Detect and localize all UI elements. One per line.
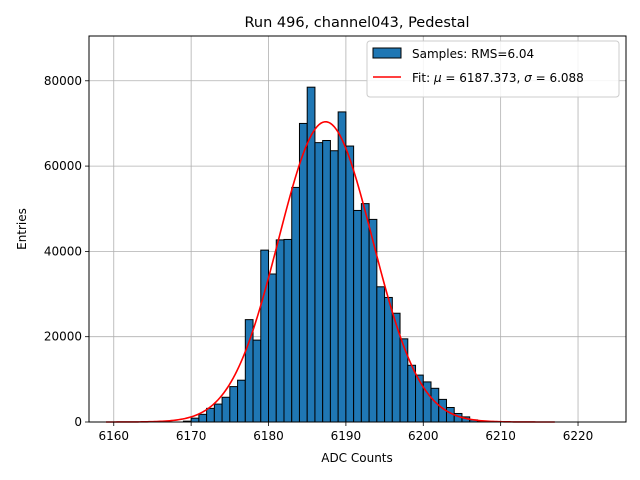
- y-tick-label: 0: [74, 415, 82, 429]
- x-tick-label: 6220: [563, 429, 594, 443]
- histogram-bar: [268, 273, 277, 423]
- y-tick-label: 40000: [44, 244, 82, 258]
- histogram-bar: [407, 364, 417, 423]
- fit-curve: [106, 120, 555, 423]
- histogram-bar: [376, 286, 386, 423]
- legend: Samples: RMS=6.04 Fit: μ = 6187.373, σ =…: [366, 40, 620, 98]
- y-tick-label: 80000: [44, 74, 82, 88]
- histogram-bar: [237, 379, 246, 423]
- x-tick-label: 6180: [253, 429, 284, 443]
- legend-fit-label: Fit: μ = 6187.373, σ = 6.088: [412, 71, 584, 85]
- histogram-bar: [322, 139, 331, 423]
- histogram-bar: [275, 239, 285, 423]
- x-tick-label: 6190: [331, 429, 362, 443]
- histogram-bar: [291, 186, 300, 423]
- histogram-bar: [221, 396, 231, 423]
- histogram-bar: [384, 296, 393, 423]
- plot-frame: [88, 35, 627, 423]
- histogram-bar: [229, 386, 239, 423]
- histogram-bar: [306, 86, 316, 423]
- histogram-bar: [213, 403, 223, 423]
- histogram-bar: [260, 249, 270, 423]
- legend-hist-swatch: [372, 47, 402, 59]
- x-axis-label: ADC Counts: [321, 451, 393, 465]
- x-tick-label: 6210: [485, 429, 516, 443]
- histogram-bar: [314, 142, 324, 423]
- chart-title: Run 496, channel043, Pedestal: [244, 15, 469, 31]
- histogram-bar: [337, 111, 347, 423]
- x-tick-label: 6200: [408, 429, 439, 443]
- legend-hist-label: Samples: RMS=6.04: [412, 47, 534, 61]
- y-tick-label: 60000: [44, 159, 82, 173]
- histogram-bar: [345, 145, 355, 423]
- histogram-bar: [206, 407, 215, 423]
- x-tick-label: 6170: [176, 429, 207, 443]
- histogram-bar: [353, 209, 362, 423]
- legend-box: [366, 40, 620, 98]
- histogram-bar: [190, 417, 200, 423]
- histogram-bar: [329, 150, 339, 423]
- y-tick-label: 20000: [44, 330, 82, 344]
- histogram-bar: [391, 312, 401, 423]
- histogram-bar: [198, 413, 208, 423]
- histogram-bar: [298, 122, 308, 423]
- histogram-bar: [360, 203, 370, 423]
- histogram-bar: [283, 238, 293, 423]
- histogram-bar: [399, 338, 409, 423]
- histogram-bar: [252, 339, 262, 423]
- axis-ticks: 6160 6170 6180 6190 6200 6210 6220 0 20000 40000 6…: [44, 74, 593, 443]
- histogram-bars: [182, 86, 486, 423]
- y-axis-label: Entries: [15, 208, 29, 250]
- x-tick-label: 6160: [98, 429, 129, 443]
